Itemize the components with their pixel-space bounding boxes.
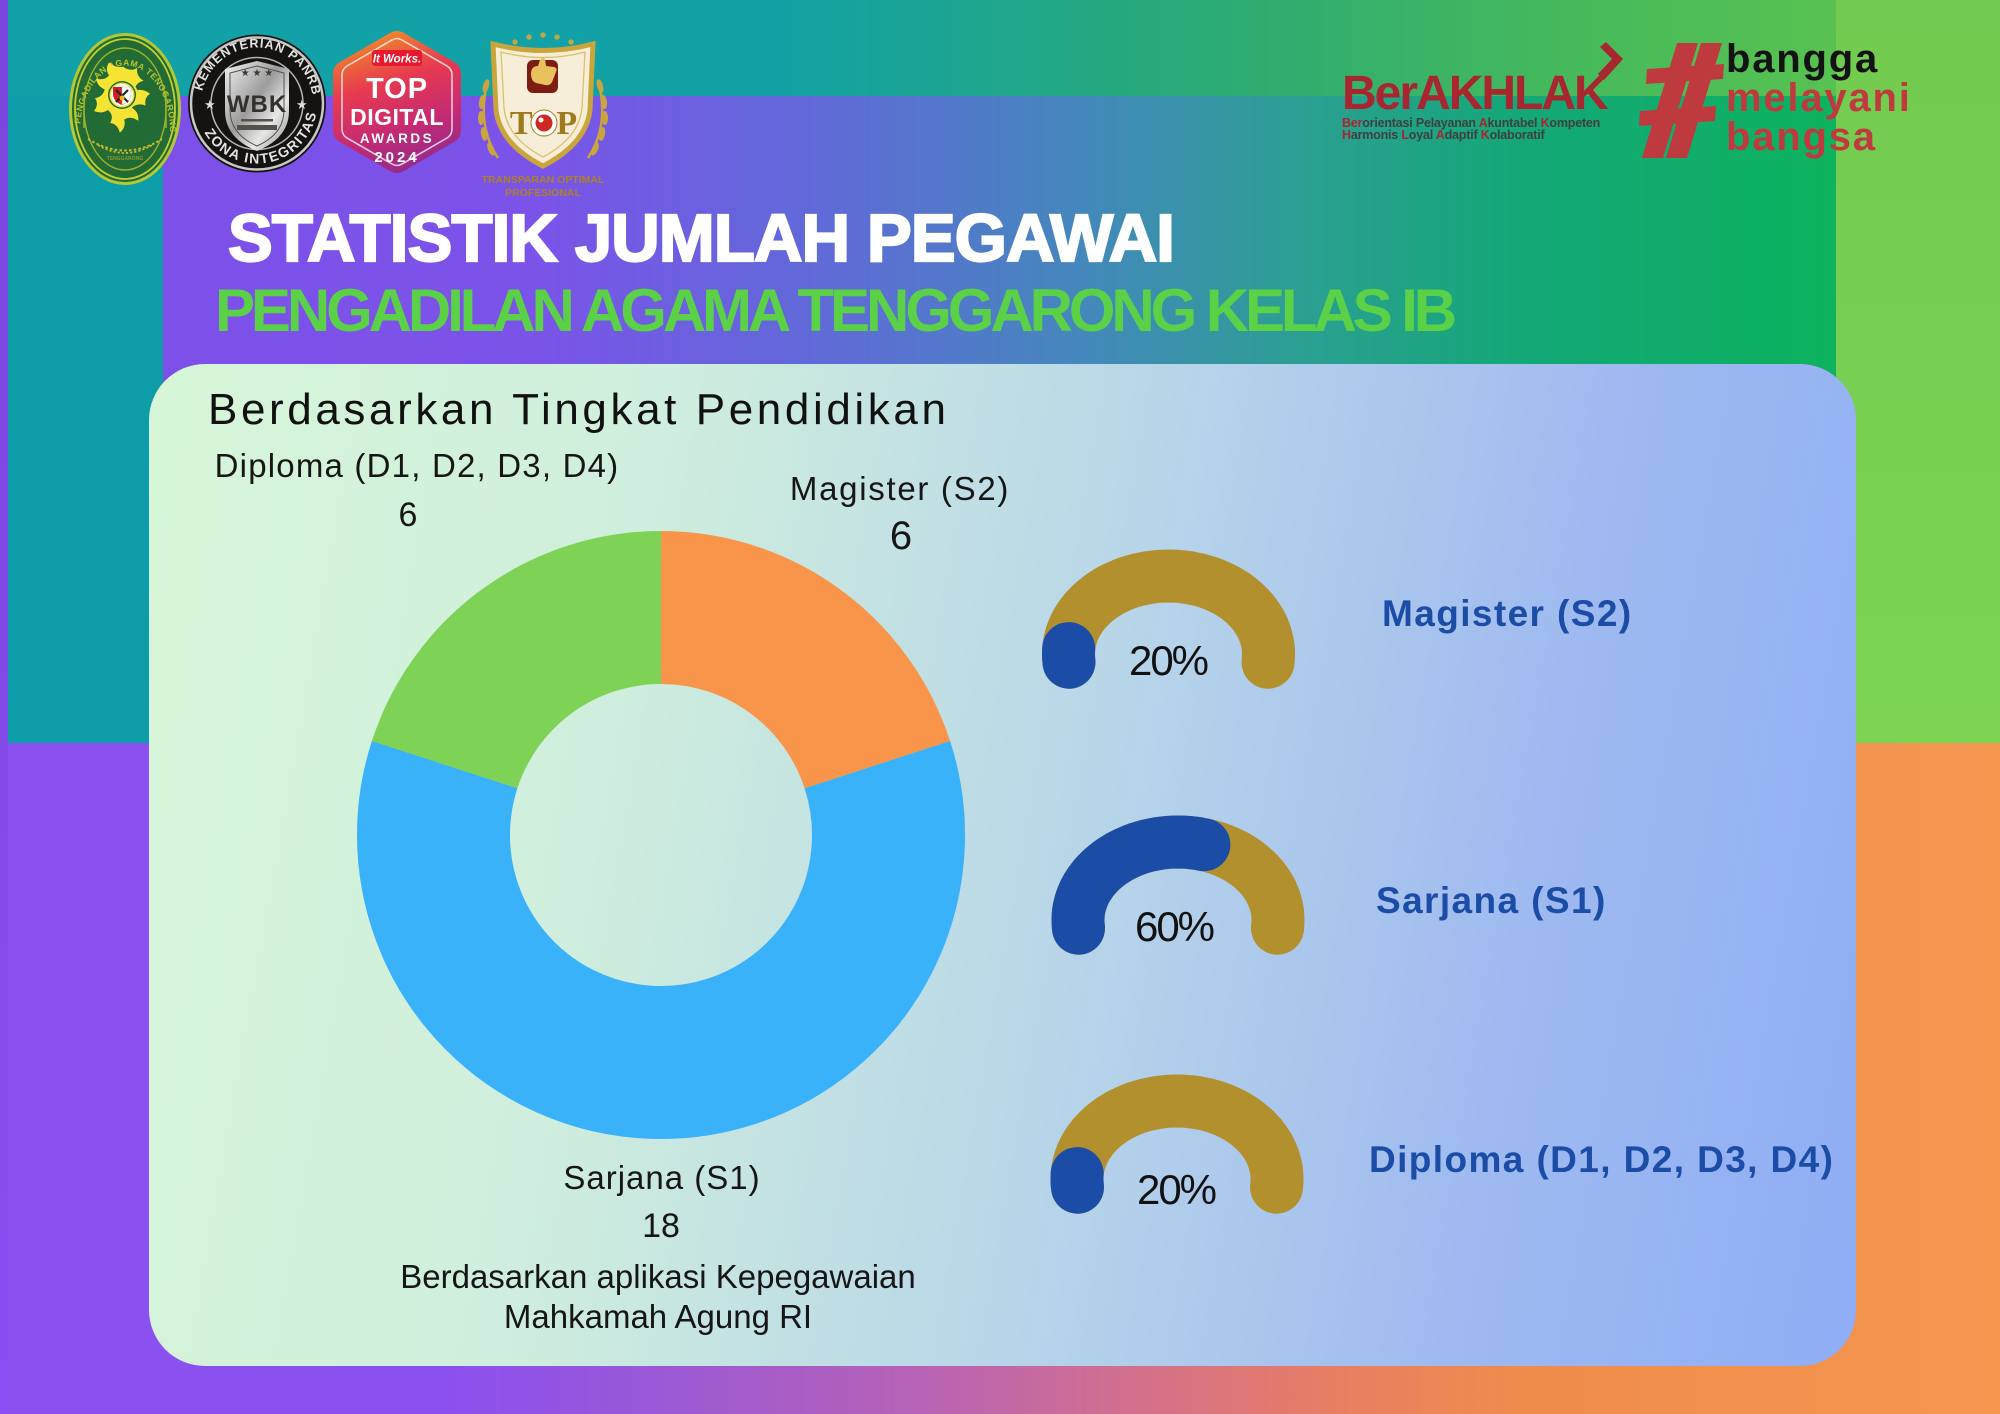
- svg-text:AWARDS: AWARDS: [360, 131, 434, 146]
- svg-text:DIGITAL: DIGITAL: [350, 104, 444, 130]
- svg-text:2024: 2024: [374, 149, 419, 166]
- svg-text:WBK: WBK: [227, 91, 287, 118]
- svg-text:PROFESIONAL: PROFESIONAL: [505, 187, 581, 199]
- svg-text:★ ★ ★: ★ ★ ★: [241, 68, 273, 79]
- svg-text:TRANSPARAN OPTIMAL: TRANSPARAN OPTIMAL: [482, 174, 605, 186]
- svg-text:★: ★: [204, 97, 216, 112]
- svg-text:TENGGARONG: TENGGARONG: [107, 156, 144, 162]
- svg-text:TOP: TOP: [366, 73, 428, 105]
- svg-text:It Works.: It Works.: [373, 54, 421, 66]
- svg-text:★: ★: [296, 97, 308, 112]
